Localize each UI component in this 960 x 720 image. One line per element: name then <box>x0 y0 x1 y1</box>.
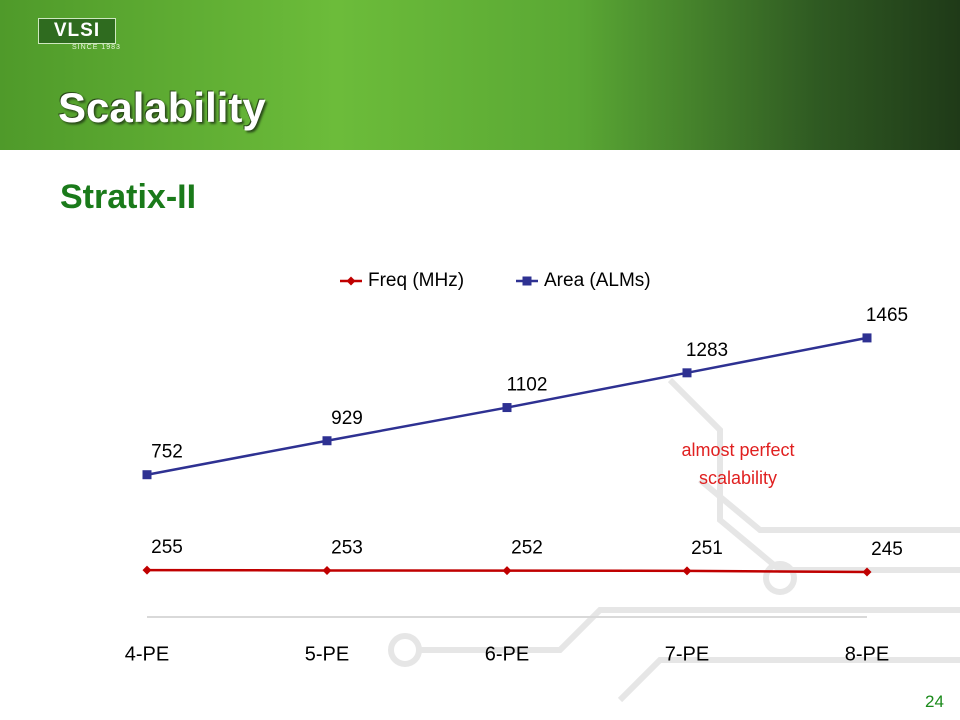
data-point <box>862 333 872 343</box>
logo-tagline: SINCE 1983 <box>72 44 121 51</box>
x-tick-label: 8-PE <box>845 643 889 665</box>
data-label: 245 <box>871 539 903 560</box>
data-point <box>502 403 512 413</box>
slide-title: Scalability <box>58 84 266 131</box>
data-label: 929 <box>331 408 363 429</box>
data-label: 251 <box>691 538 723 559</box>
legend-label: Freq (MHz) <box>368 270 464 291</box>
data-point <box>862 567 872 577</box>
data-label: 1283 <box>686 340 728 361</box>
data-point <box>142 565 152 575</box>
data-point <box>322 436 332 446</box>
data-point <box>682 368 692 378</box>
data-label: 1465 <box>866 305 908 326</box>
data-point <box>322 565 332 575</box>
x-tick-label: 6-PE <box>485 643 529 665</box>
x-tick-label: 7-PE <box>665 643 709 665</box>
data-label: 253 <box>331 537 363 558</box>
data-point <box>502 566 512 576</box>
x-tick-label: 5-PE <box>305 643 349 665</box>
data-label: 1102 <box>507 375 548 396</box>
data-label: 255 <box>151 537 183 558</box>
data-label: 752 <box>151 442 183 463</box>
legend-marker <box>346 276 356 286</box>
legend-marker <box>522 276 532 286</box>
slide-number: 24 <box>925 692 944 711</box>
data-point <box>682 566 692 576</box>
header-band: VLSI SINCE 1983 Scalability <box>0 0 960 150</box>
annotation: almost perfect scalability <box>681 440 795 488</box>
legend-label: Area (ALMs) <box>544 270 651 291</box>
data-label: 252 <box>511 538 543 559</box>
logo: VLSI <box>38 18 116 44</box>
background-circuit <box>388 377 960 703</box>
data-point <box>142 470 152 480</box>
slide-subtitle: Stratix-II <box>60 178 197 216</box>
x-tick-label: 4-PE <box>125 643 169 665</box>
